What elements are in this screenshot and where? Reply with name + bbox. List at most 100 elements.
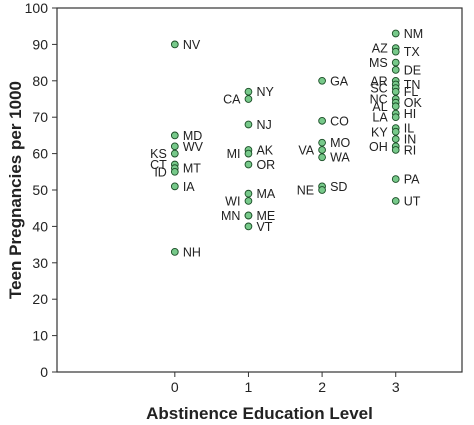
data-point-ca bbox=[244, 95, 253, 103]
data-point-nh bbox=[170, 248, 179, 256]
y-tick-label: 20 bbox=[32, 291, 48, 307]
y-tick-label: 80 bbox=[32, 73, 48, 89]
point-label-ny: NY bbox=[256, 85, 274, 99]
x-tick-label: 3 bbox=[392, 379, 400, 395]
data-point-mi bbox=[244, 149, 253, 158]
point-label-wv: WV bbox=[183, 140, 204, 154]
data-point-tx bbox=[391, 47, 400, 56]
x-tick-label: 0 bbox=[171, 379, 179, 395]
point-label-id: ID bbox=[154, 165, 167, 179]
data-point-nm bbox=[391, 29, 400, 38]
data-point-wa bbox=[318, 153, 326, 162]
y-tick-label: 100 bbox=[25, 0, 49, 16]
point-label-il: IL bbox=[404, 122, 414, 136]
data-point-pa bbox=[391, 175, 400, 183]
point-label-ne: NE bbox=[297, 184, 314, 198]
x-tick-label: 2 bbox=[318, 379, 326, 395]
data-point-me bbox=[244, 211, 253, 220]
point-label-fl: FL bbox=[404, 85, 419, 99]
point-label-tx: TX bbox=[404, 45, 421, 59]
point-label-md: MD bbox=[183, 129, 202, 143]
y-tick-label: 60 bbox=[32, 146, 48, 162]
point-label-ia: IA bbox=[183, 180, 195, 194]
y-tick-label: 90 bbox=[32, 36, 48, 52]
y-tick-label: 50 bbox=[32, 182, 48, 198]
point-label-ri: RI bbox=[404, 143, 417, 157]
data-point-ks bbox=[170, 149, 179, 158]
point-label-az: AZ bbox=[372, 42, 388, 56]
y-tick-label: 10 bbox=[32, 328, 48, 344]
data-point-or bbox=[244, 160, 253, 169]
data-point-wi bbox=[244, 197, 253, 205]
point-label-ms: MS bbox=[369, 56, 388, 70]
data-point-va bbox=[318, 146, 326, 154]
point-label-ky: KY bbox=[371, 125, 388, 139]
point-label-mi: MI bbox=[227, 147, 241, 161]
data-point-nv bbox=[170, 40, 179, 49]
point-label-ar: AR bbox=[370, 74, 387, 88]
point-label-pa: PA bbox=[404, 173, 420, 187]
y-tick-label: 30 bbox=[32, 255, 48, 271]
point-label-ak: AK bbox=[256, 143, 273, 157]
point-label-vt: VT bbox=[256, 220, 272, 234]
data-point-ma bbox=[244, 189, 253, 198]
point-label-ct: CT bbox=[150, 158, 167, 172]
point-label-me: ME bbox=[256, 209, 275, 223]
data-point-ga bbox=[318, 76, 326, 85]
x-tick-label: 1 bbox=[245, 379, 253, 395]
point-label-ga: GA bbox=[330, 74, 349, 88]
data-point-la bbox=[391, 113, 400, 122]
y-tick-label: 40 bbox=[32, 218, 48, 234]
point-label-nc: NC bbox=[370, 93, 388, 107]
point-label-mo: MO bbox=[330, 136, 350, 150]
data-point-fl bbox=[391, 87, 400, 96]
point-label-ok: OK bbox=[404, 96, 423, 110]
point-label-ut: UT bbox=[404, 194, 421, 208]
data-point-in bbox=[391, 135, 400, 143]
point-label-sd: SD bbox=[330, 180, 347, 194]
point-label-wa: WA bbox=[330, 151, 350, 165]
data-point-de bbox=[391, 66, 400, 74]
data-point-ne bbox=[318, 186, 326, 194]
point-label-mn: MN bbox=[221, 209, 240, 223]
y-tick-label: 70 bbox=[32, 109, 48, 125]
point-label-in: IN bbox=[404, 133, 417, 147]
data-point-nj bbox=[244, 120, 253, 129]
point-label-oh: OH bbox=[369, 140, 388, 154]
point-label-la: LA bbox=[372, 111, 388, 125]
data-point-ut bbox=[391, 197, 400, 205]
data-point-al bbox=[391, 102, 400, 111]
data-point-ia bbox=[170, 182, 179, 191]
point-label-sc: SC bbox=[370, 82, 387, 96]
point-label-tn: TN bbox=[404, 78, 421, 92]
point-label-wi: WI bbox=[225, 194, 240, 208]
data-point-ri bbox=[391, 146, 400, 154]
point-label-mt: MT bbox=[183, 162, 201, 176]
point-label-de: DE bbox=[404, 63, 421, 77]
point-label-ks: KS bbox=[150, 147, 167, 161]
data-point-ny bbox=[244, 87, 253, 96]
data-point-co bbox=[318, 116, 326, 125]
point-label-ma: MA bbox=[256, 187, 275, 201]
data-point-md bbox=[170, 131, 179, 140]
point-label-al: AL bbox=[372, 100, 387, 114]
point-label-va: VA bbox=[298, 143, 314, 157]
point-label-or: OR bbox=[256, 158, 275, 172]
point-label-nm: NM bbox=[404, 27, 423, 41]
point-label-nh: NH bbox=[183, 245, 201, 259]
point-label-hi: HI bbox=[404, 107, 417, 121]
data-point-ky bbox=[391, 127, 400, 136]
y-axis-title: Teen Pregnancies per 1000 bbox=[6, 81, 25, 299]
data-point-ms bbox=[391, 58, 400, 67]
data-point-wv bbox=[170, 142, 179, 151]
data-point-mo bbox=[318, 138, 326, 147]
y-tick-label: 0 bbox=[40, 364, 48, 380]
point-label-ca: CA bbox=[223, 93, 241, 107]
point-label-nj: NJ bbox=[256, 118, 271, 132]
data-point-id bbox=[170, 167, 179, 176]
point-label-nv: NV bbox=[183, 38, 201, 52]
x-axis-title: Abstinence Education Level bbox=[146, 404, 373, 423]
data-point-vt bbox=[244, 222, 253, 231]
